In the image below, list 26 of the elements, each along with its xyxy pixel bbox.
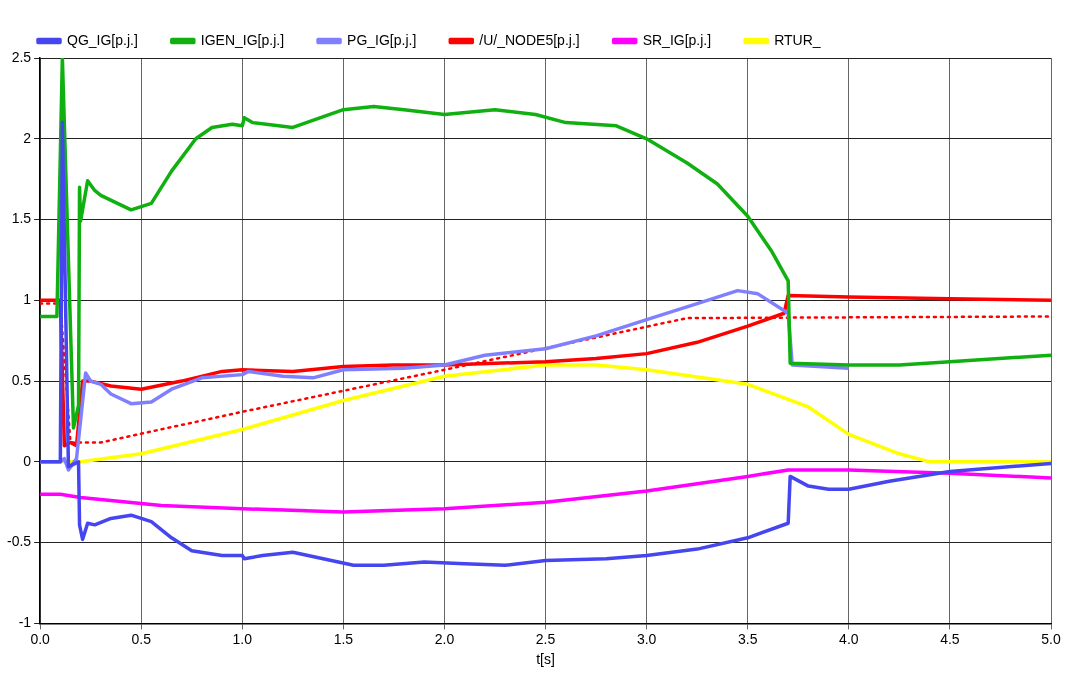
y-tick-label: 1.5 [11,210,32,227]
y-tick-label: 0.5 [11,371,32,388]
y-tick-label: -0.5 [7,533,32,550]
legend-label: RTUR_ [774,31,821,48]
y-tick-label: 1 [23,291,32,308]
y-tick-label: -1 [18,614,32,631]
legend-label: QG_IG[p.j.] [67,31,138,48]
legend-label: PG_IG[p.j.] [347,31,417,48]
legend-label: /U/_NODE5[p.j.] [479,31,580,48]
x-axis-title: t[s] [536,651,555,668]
x-tick-label: 4.5 [940,630,960,647]
x-tick-label: 0.0 [30,630,51,647]
y-tick-label: 2.5 [11,48,32,65]
x-tick-label: 1.5 [333,630,354,647]
legend-label: IGEN_IG[p.j.] [200,31,285,48]
legend-label: SR_IG[p.j.] [642,31,712,48]
x-tick-label: 2.5 [535,630,556,647]
x-tick-label: 0.5 [131,630,152,647]
y-tick-label: 0 [23,452,32,469]
x-tick-label: 3.5 [738,630,758,647]
x-tick-label: 2.0 [434,630,455,647]
x-tick-label: 5.0 [1041,630,1061,647]
x-tick-label: 4.0 [839,630,859,647]
x-tick-label: 1.0 [232,630,253,647]
y-tick-label: 2 [23,129,32,146]
x-tick-label: 3.0 [636,630,657,647]
